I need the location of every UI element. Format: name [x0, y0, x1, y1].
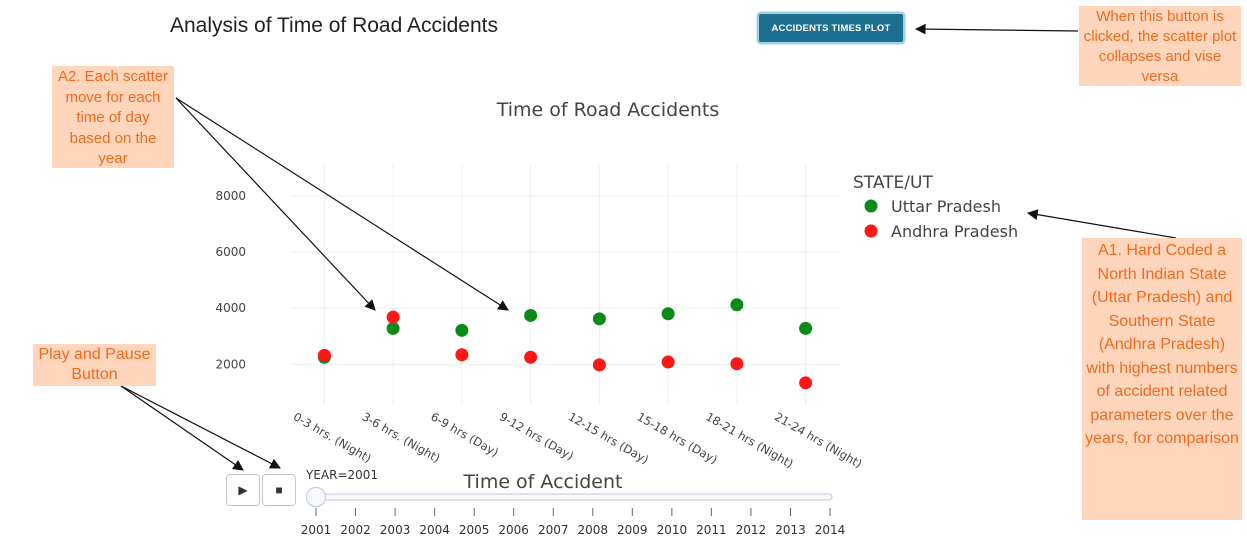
annotation-play-note: Play and Pause Button — [33, 344, 156, 386]
slider-tick-label: 2008 — [577, 523, 608, 537]
data-point — [386, 310, 400, 324]
slider-tick-label: 2001 — [301, 523, 332, 537]
slider-tick-label: 2002 — [340, 523, 371, 537]
legend-title: STATE/UT — [853, 173, 933, 193]
y-tick-label: 6000 — [215, 245, 246, 259]
arrow-to-stop — [120, 385, 281, 469]
slider-tick-label: 2007 — [538, 523, 569, 537]
data-point — [592, 312, 606, 326]
slider-tick-label: 2010 — [657, 523, 688, 537]
data-point — [455, 348, 469, 362]
data-point — [455, 323, 469, 337]
slider-tick-label: 2003 — [380, 523, 411, 537]
legend-item-label: Andhra Pradesh — [891, 222, 1018, 241]
arrow-to-point-9-12 — [175, 97, 509, 311]
data-point — [661, 307, 675, 321]
data-point — [386, 321, 400, 335]
slider-tick-label: 2009 — [617, 523, 648, 537]
year-slider[interactable]: YEAR=2001 2001 2002 2003 2004 2005 2006 2007 20… — [301, 468, 846, 537]
annotation-scatter-note: A2. Each scatter move for each time of d… — [52, 66, 174, 168]
data-point — [524, 308, 538, 322]
slider-tick-label: 2004 — [419, 523, 450, 537]
slider-handle[interactable] — [306, 487, 326, 507]
arrow-to-point-3-6 — [175, 97, 376, 311]
slider-tick-label: 2005 — [459, 523, 490, 537]
slider-rail[interactable] — [313, 493, 833, 501]
slider-tick-label: 2006 — [498, 523, 529, 537]
data-point — [661, 355, 675, 369]
data-point — [799, 321, 813, 335]
data-point — [592, 358, 606, 372]
slider-tick-label: 2013 — [775, 523, 806, 537]
slider-tick-label: 2011 — [696, 523, 727, 537]
data-point — [524, 350, 538, 364]
slider-tick-label: 2012 — [736, 523, 767, 537]
annotation-toggle-note: When this button is clicked, the scatter… — [1079, 6, 1241, 86]
legend-marker — [864, 224, 878, 238]
play-button[interactable]: ▶ — [226, 474, 260, 506]
annotation-legend-note: A1. Hard Coded a North Indian State (Utt… — [1082, 238, 1242, 520]
legend-marker — [864, 199, 878, 213]
pause-button[interactable]: ■ — [262, 474, 296, 506]
slider-current-label: YEAR=2001 — [305, 468, 378, 482]
x-tick-label: 9-12 hrs (Day) — [497, 409, 576, 463]
legend: STATE/UT Uttar Pradesh Andhra Pradesh — [853, 173, 1018, 241]
data-point — [799, 376, 813, 390]
data-point — [730, 357, 744, 371]
arrow-to-toggle — [914, 23, 1079, 35]
y-tick-label: 4000 — [215, 301, 246, 315]
chart-title: Time of Road Accidents — [496, 99, 720, 121]
arrow-to-play — [120, 385, 244, 471]
x-axis-label: Time of Accident — [463, 471, 623, 493]
y-tick-label: 2000 — [215, 357, 246, 371]
data-point — [317, 348, 331, 362]
annotation-arrows — [120, 23, 1177, 471]
page-title: Analysis of Time of Road Accidents — [170, 14, 498, 37]
slider-tick-label: 2014 — [815, 523, 846, 537]
accidents-times-plot-toggle-button[interactable]: ACCIDENTS TIMES PLOT — [757, 12, 905, 44]
data-point — [730, 298, 744, 312]
legend-item-label: Uttar Pradesh — [891, 197, 1001, 216]
y-tick-label: 8000 — [215, 189, 246, 203]
arrow-to-legend — [1026, 209, 1177, 239]
